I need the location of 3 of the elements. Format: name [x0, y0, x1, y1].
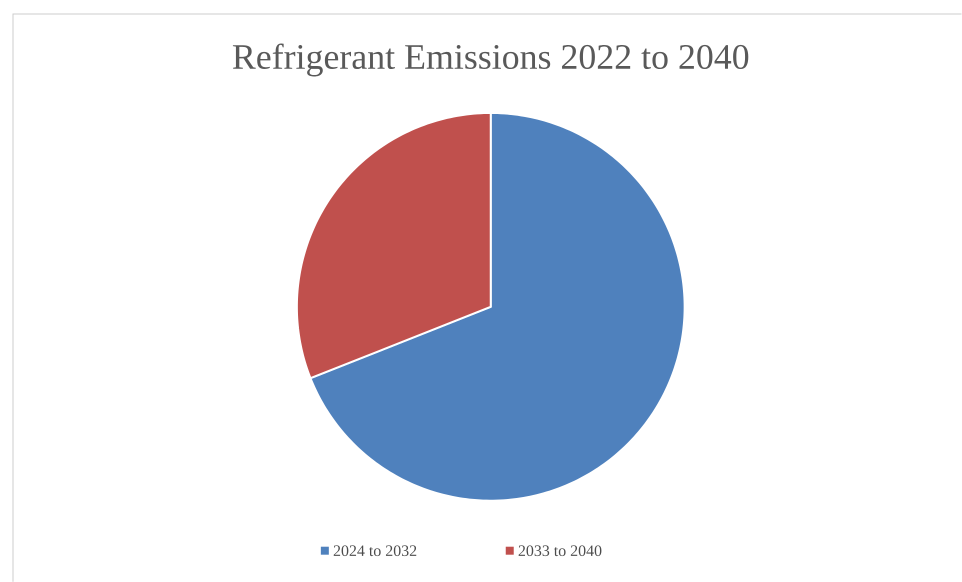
legend-label: 2033 to 2040 [518, 545, 602, 556]
legend-label: 2024 to 2032 [334, 545, 416, 556]
chart-title: Refrigerant Emissions 2022 to 2040 [232, 43, 748, 76]
